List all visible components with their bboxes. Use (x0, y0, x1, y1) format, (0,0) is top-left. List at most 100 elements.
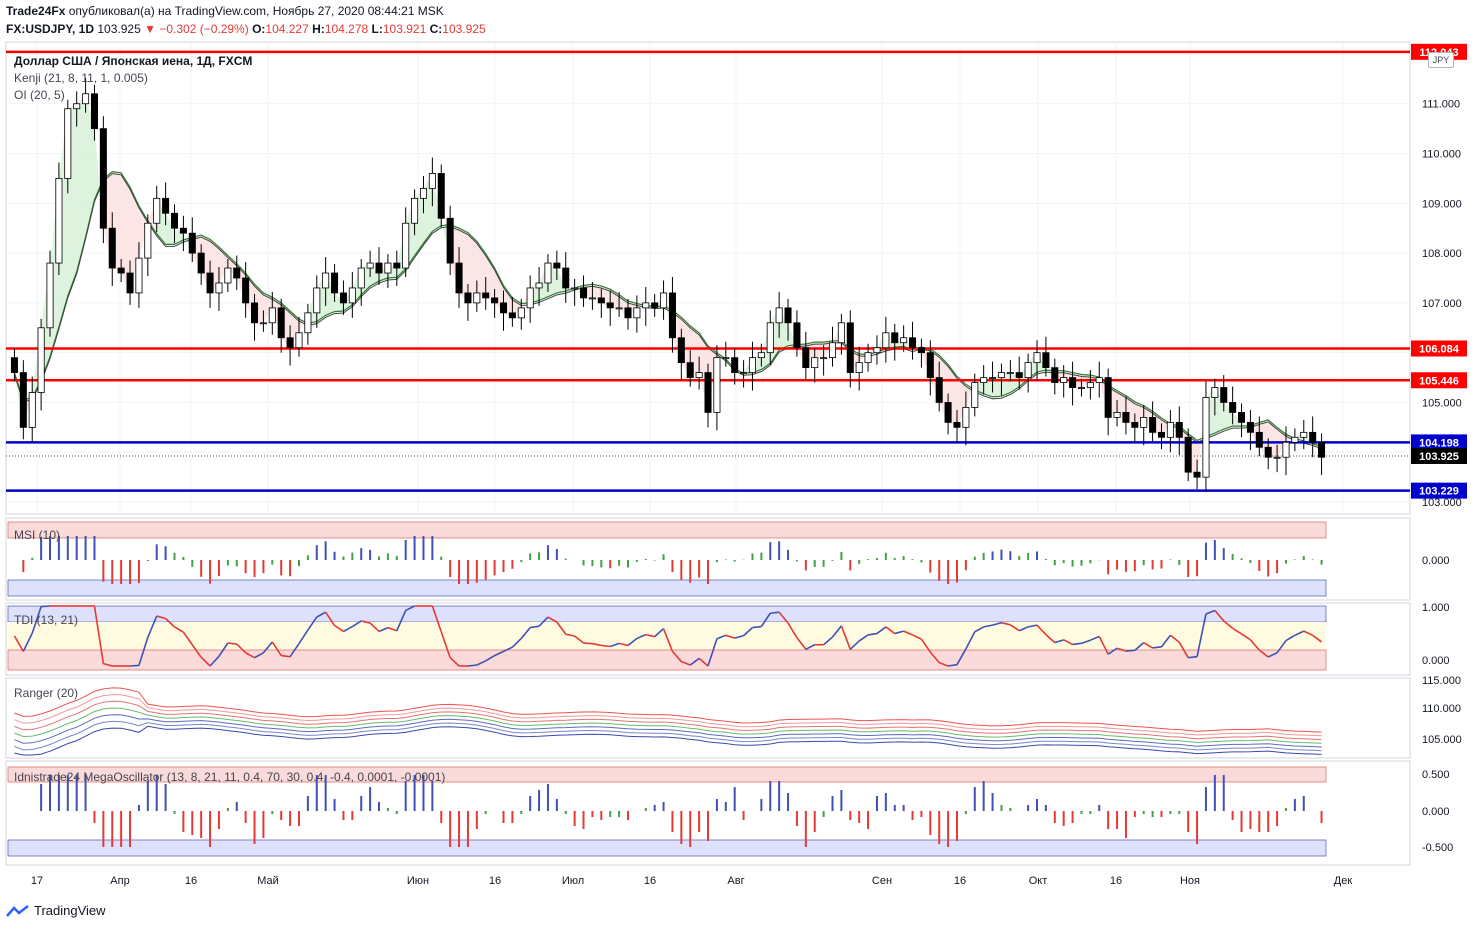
level-label: 103.229 (1419, 486, 1459, 498)
price-tick-label: 111.000 (1422, 99, 1460, 111)
tdi-segment (867, 632, 878, 636)
candle-body (499, 302, 508, 314)
candle-body (1024, 362, 1032, 378)
close-label: C: (429, 22, 443, 36)
candle-body (357, 267, 365, 289)
time-tick-label: Июл (562, 875, 584, 887)
price-axis[interactable]: 111.000 110.000 109.000 108.000 107.000 106.0… (1411, 43, 1467, 509)
candle-body (446, 217, 454, 264)
level-label-bg (1411, 372, 1467, 389)
candle-body (491, 297, 499, 304)
mega-histogram (40, 775, 1323, 847)
tdi-segment (627, 637, 638, 647)
candle-body (473, 292, 481, 304)
tdi-segment (929, 651, 940, 664)
tdi-segment (1152, 646, 1162, 649)
candle-body (891, 332, 899, 344)
tdi-segment (636, 633, 647, 640)
candle-body (1184, 436, 1192, 473)
candle-body (99, 128, 107, 229)
candle-body (251, 302, 259, 324)
tdi-segment (1214, 609, 1225, 622)
candle-body (55, 178, 63, 264)
candle-body (242, 277, 250, 304)
time-axis[interactable]: 17 Апр 16 Май Июн 16 Июл 16 Авг Сен 16 Окт 16 Ноя Дек (31, 875, 1352, 887)
candle-body (1140, 417, 1148, 428)
candle-body (1291, 436, 1299, 443)
tdi-segment (965, 631, 976, 650)
tdi-segment (752, 625, 762, 629)
candle-body (393, 262, 401, 269)
candle-body (588, 297, 596, 300)
tdi-segment (530, 625, 540, 629)
tdi-segment (1063, 639, 1073, 646)
candle-body (535, 282, 543, 289)
tdi-segment (369, 622, 380, 633)
last-price: 103.925 (97, 22, 141, 36)
candle-body (304, 312, 312, 334)
tdi-segment (1018, 626, 1029, 632)
sub-axis-label: 0.000 (1422, 655, 1450, 667)
tdi-segment (503, 646, 513, 653)
tdi-segment (1090, 635, 1100, 641)
level-label-bg (1411, 434, 1467, 451)
tdi-segment (31, 606, 42, 634)
ranger-line (14, 694, 1322, 737)
cloud-segment (1223, 402, 1233, 430)
price-tick-label: 108.000 (1422, 248, 1462, 260)
footer-brand[interactable]: TradingView (6, 903, 106, 918)
time-tick-label: 17 (31, 875, 43, 887)
tdi-lower-band (7, 649, 1327, 671)
tdi-segment (734, 634, 744, 639)
cloud-segment (165, 213, 175, 245)
tdi-segment (716, 634, 727, 640)
candle-body (606, 302, 614, 309)
tdi-segment (1276, 640, 1287, 654)
tdi-segment (1312, 634, 1323, 643)
close-value: 103.925 (442, 22, 486, 36)
tdi-segment (592, 642, 602, 647)
tdi-segment (351, 620, 362, 628)
candle-body (642, 302, 650, 309)
candle-body (366, 262, 374, 269)
tdi-segment (1205, 609, 1216, 615)
tdi-segment (440, 631, 451, 658)
tdi-segment (289, 643, 300, 658)
tdi-segment (671, 650, 682, 663)
candle-body (1095, 377, 1103, 383)
candle-body (980, 377, 988, 383)
high-label: H: (312, 22, 325, 36)
tdi-segment (1036, 624, 1047, 636)
tdi-segment (138, 637, 149, 666)
tdi-segment (1143, 641, 1154, 649)
currency-badge[interactable]: JPY (1428, 52, 1454, 68)
tdi-upper-band (7, 605, 1327, 623)
mega-lower-band (7, 839, 1327, 857)
tdi-segment (849, 640, 860, 650)
candle-body (909, 337, 917, 349)
candle-body (411, 197, 419, 224)
tdi-segment (894, 630, 904, 635)
symbol-label: FX:USDJPY, 1D (6, 22, 95, 36)
tdi-segment (1107, 647, 1118, 655)
candle-body (1318, 441, 1326, 458)
tdi-segment (831, 625, 843, 638)
candle-body (846, 322, 854, 373)
cloud-segment (956, 376, 966, 428)
tdi-segment (1178, 641, 1189, 659)
tdi-segment (165, 617, 176, 628)
cloud-segment (814, 342, 824, 358)
tdi-segment (662, 628, 674, 652)
tdi-segment (601, 644, 611, 648)
ranger-line (14, 707, 1322, 744)
tdi-segment (396, 610, 407, 632)
candle-body (882, 332, 890, 349)
tdi-segment (805, 644, 816, 651)
candle-body (46, 262, 54, 329)
candle-body (784, 307, 792, 324)
tdi-segment (796, 637, 807, 650)
cloud-segment (76, 93, 86, 272)
candle-body (179, 227, 187, 234)
tdi-segment (912, 634, 922, 640)
